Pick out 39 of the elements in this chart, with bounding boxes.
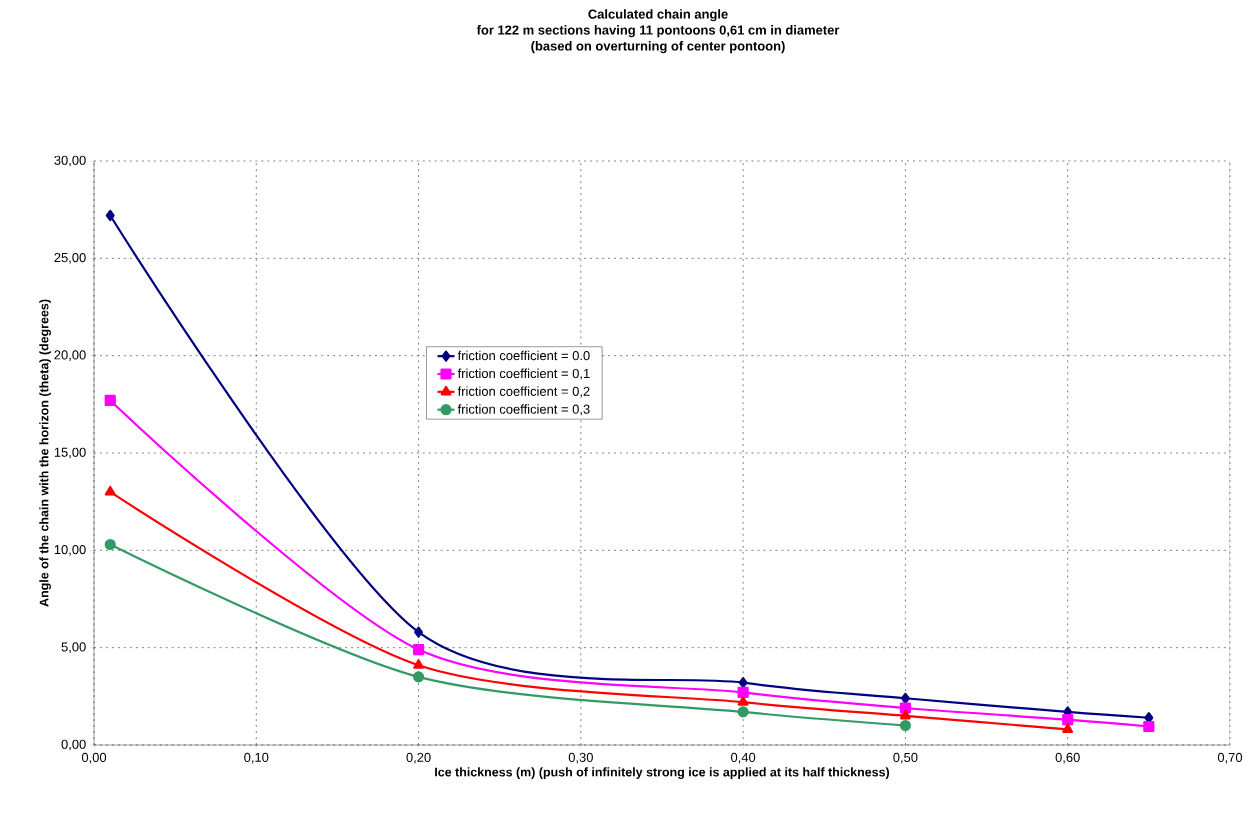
x-tick-label: 0,40 bbox=[731, 752, 756, 764]
chart-title: Calculated chain angle for 122 m sections having 11 pontoons 0,61 cm in diameter (based on overturning of center pontoon) bbox=[476, 9, 840, 54]
point bbox=[737, 706, 749, 718]
point bbox=[899, 709, 911, 720]
point bbox=[737, 696, 749, 706]
x-tick-label: 0,60 bbox=[1055, 752, 1080, 764]
y-tick-label: 10,00 bbox=[54, 544, 86, 556]
point bbox=[1062, 714, 1074, 726]
y-tick-label: 30,00 bbox=[54, 155, 86, 167]
y-axis-title: Angle of the chain with the horizon (theta) (degrees) bbox=[39, 299, 51, 607]
y-tick-label: 20,00 bbox=[54, 350, 86, 362]
point bbox=[900, 692, 910, 704]
x-tick-label: 0,10 bbox=[244, 752, 269, 764]
point bbox=[104, 485, 116, 496]
point bbox=[899, 719, 911, 732]
point bbox=[412, 671, 425, 683]
legend-label: friction coefficient = 0,3 bbox=[457, 404, 590, 416]
legend-label: friction coefficient = 0,2 bbox=[457, 386, 590, 398]
point bbox=[104, 394, 116, 407]
y-tick-label: 15,00 bbox=[54, 447, 86, 459]
point bbox=[105, 209, 115, 222]
legend-label: friction coefficient = 0,1 bbox=[457, 368, 590, 380]
point bbox=[414, 626, 424, 638]
x-tick-label: 0,50 bbox=[893, 752, 918, 764]
x-axis-title: Ice thickness (m) (push of infinitely strong ice is applied at its half thickness) bbox=[435, 767, 890, 779]
y-tick-label: 5,00 bbox=[61, 642, 86, 654]
y-tick-label: 0,00 bbox=[61, 739, 86, 751]
point bbox=[104, 538, 116, 551]
point bbox=[1062, 723, 1074, 734]
point bbox=[737, 686, 749, 699]
x-tick-label: 0,70 bbox=[1217, 752, 1243, 764]
point bbox=[413, 659, 424, 669]
point bbox=[1143, 720, 1155, 733]
legend-label: friction coefficient = 0.0 bbox=[457, 350, 590, 361]
y-tick-label: 25,00 bbox=[54, 252, 86, 264]
x-tick-label: 0,00 bbox=[81, 752, 107, 764]
x-tick-label: 0,30 bbox=[568, 752, 593, 764]
x-tick-label: 0,20 bbox=[406, 752, 431, 764]
point bbox=[412, 644, 425, 656]
